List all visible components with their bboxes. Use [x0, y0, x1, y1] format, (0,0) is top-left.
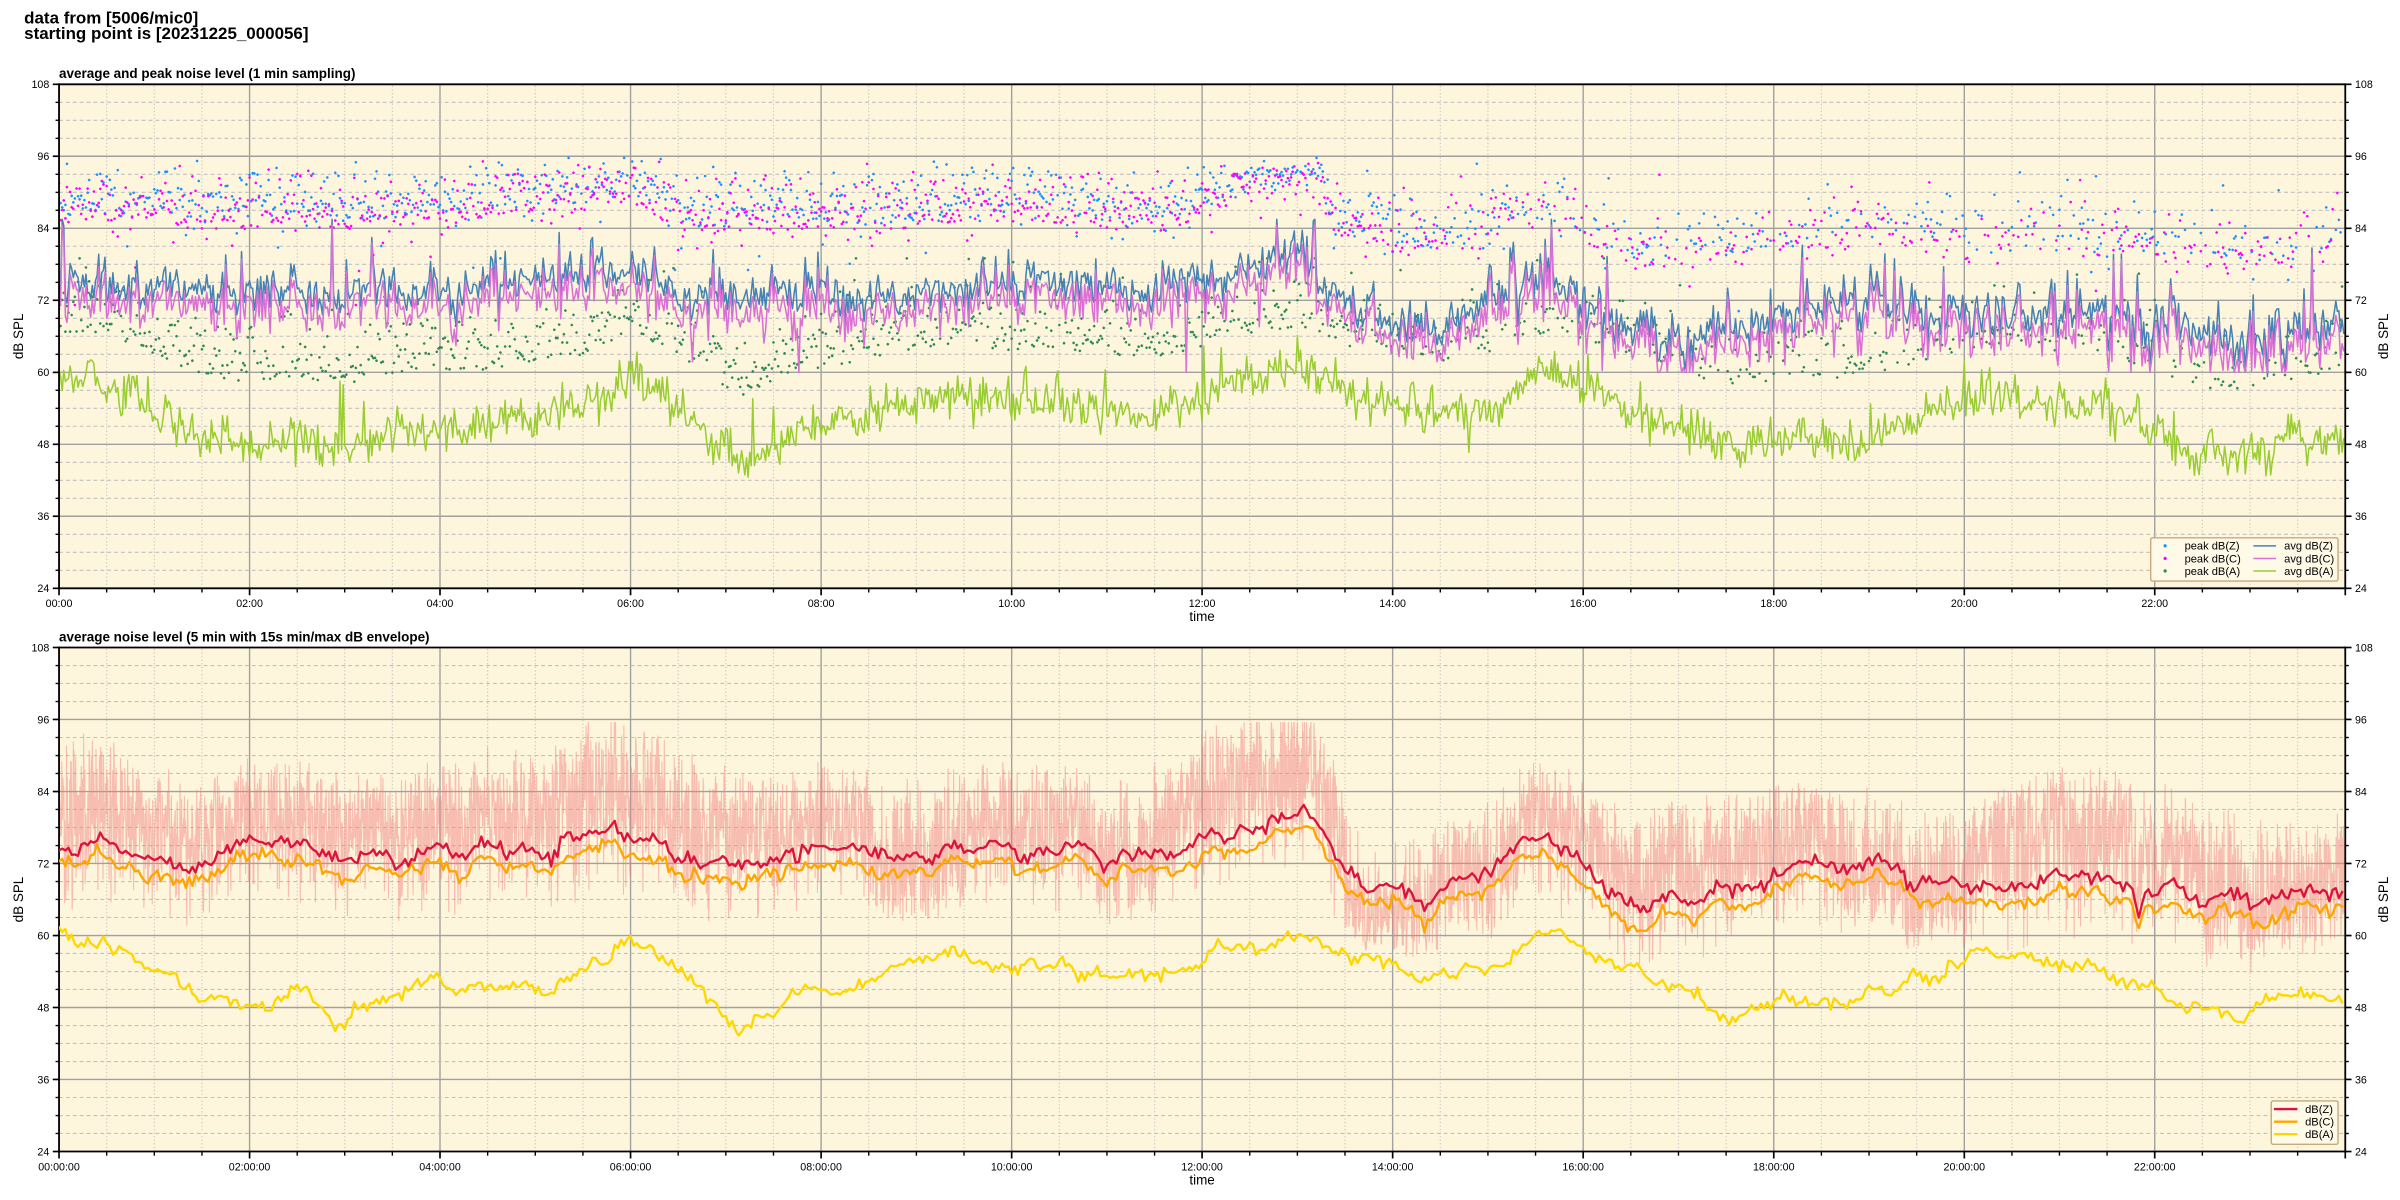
svg-text:02:00: 02:00 — [236, 598, 263, 610]
svg-text:avg dB(C): avg dB(C) — [2284, 553, 2334, 565]
svg-text:36: 36 — [2355, 511, 2367, 523]
svg-text:peak dB(Z): peak dB(Z) — [2185, 541, 2240, 553]
svg-text:14:00: 14:00 — [1379, 598, 1406, 610]
svg-text:36: 36 — [2355, 1074, 2367, 1086]
svg-text:60: 60 — [2355, 930, 2367, 942]
svg-text:08:00: 08:00 — [808, 598, 835, 610]
svg-text:96: 96 — [37, 714, 49, 726]
svg-text:16:00: 16:00 — [1570, 598, 1597, 610]
svg-text:04:00:00: 04:00:00 — [419, 1161, 461, 1173]
svg-text:22:00:00: 22:00:00 — [2134, 1161, 2176, 1173]
svg-text:72: 72 — [37, 295, 49, 307]
svg-text:60: 60 — [37, 367, 49, 379]
svg-text:data from [5006/mic0]: data from [5006/mic0] — [24, 8, 198, 27]
svg-text:avg dB(A): avg dB(A) — [2284, 566, 2334, 578]
svg-text:96: 96 — [2355, 151, 2367, 163]
svg-text:18:00:00: 18:00:00 — [1753, 1161, 1795, 1173]
svg-text:20:00:00: 20:00:00 — [1944, 1161, 1986, 1173]
svg-text:72: 72 — [2355, 858, 2367, 870]
svg-text:16:00:00: 16:00:00 — [1562, 1161, 1604, 1173]
svg-text:72: 72 — [37, 858, 49, 870]
svg-text:12:00: 12:00 — [1189, 598, 1216, 610]
svg-text:48: 48 — [2355, 1002, 2367, 1014]
svg-text:24: 24 — [2355, 1146, 2367, 1158]
svg-text:36: 36 — [37, 1074, 49, 1086]
svg-text:time: time — [1189, 1172, 1214, 1187]
svg-text:06:00: 06:00 — [617, 598, 644, 610]
svg-text:108: 108 — [31, 642, 49, 654]
svg-text:84: 84 — [2355, 786, 2367, 798]
svg-text:02:00:00: 02:00:00 — [229, 1161, 271, 1173]
svg-text:24: 24 — [37, 583, 49, 595]
svg-text:average noise level (5 min wit: average noise level (5 min with 15s min/… — [59, 629, 430, 644]
svg-text:peak dB(A): peak dB(A) — [2185, 566, 2241, 578]
svg-text:10:00:00: 10:00:00 — [991, 1161, 1033, 1173]
svg-text:time: time — [1189, 609, 1214, 624]
svg-text:12:00:00: 12:00:00 — [1181, 1161, 1223, 1173]
svg-text:08:00:00: 08:00:00 — [800, 1161, 842, 1173]
svg-text:peak dB(C): peak dB(C) — [2185, 553, 2241, 565]
svg-text:48: 48 — [37, 439, 49, 451]
svg-text:84: 84 — [37, 786, 49, 798]
svg-text:96: 96 — [2355, 714, 2367, 726]
svg-text:10:00: 10:00 — [998, 598, 1025, 610]
svg-text:48: 48 — [37, 1002, 49, 1014]
svg-text:starting point is [20231225_00: starting point is [20231225_000056] — [24, 24, 308, 43]
svg-text:dB(Z): dB(Z) — [2305, 1104, 2333, 1116]
svg-text:00:00: 00:00 — [46, 598, 73, 610]
svg-text:14:00:00: 14:00:00 — [1372, 1161, 1414, 1173]
svg-text:dB SPL: dB SPL — [2376, 876, 2391, 922]
svg-text:60: 60 — [37, 930, 49, 942]
svg-text:04:00: 04:00 — [427, 598, 454, 610]
svg-text:24: 24 — [37, 1146, 49, 1158]
svg-text:18:00: 18:00 — [1760, 598, 1787, 610]
svg-text:dB(A): dB(A) — [2305, 1129, 2334, 1141]
svg-text:dB SPL: dB SPL — [11, 313, 26, 359]
svg-text:84: 84 — [37, 223, 49, 235]
svg-text:avg dB(Z): avg dB(Z) — [2284, 541, 2333, 553]
svg-text:84: 84 — [2355, 223, 2367, 235]
svg-text:20:00: 20:00 — [1951, 598, 1978, 610]
svg-text:00:00:00: 00:00:00 — [38, 1161, 80, 1173]
svg-text:dB(C): dB(C) — [2305, 1117, 2334, 1129]
svg-text:22:00: 22:00 — [2141, 598, 2168, 610]
svg-text:36: 36 — [37, 511, 49, 523]
svg-text:96: 96 — [37, 151, 49, 163]
svg-text:average and peak noise level (: average and peak noise level (1 min samp… — [59, 66, 355, 81]
svg-text:24: 24 — [2355, 583, 2367, 595]
svg-text:108: 108 — [2355, 642, 2373, 654]
svg-text:108: 108 — [2355, 79, 2373, 91]
svg-text:dB SPL: dB SPL — [2376, 313, 2391, 359]
svg-text:06:00:00: 06:00:00 — [610, 1161, 652, 1173]
svg-text:48: 48 — [2355, 439, 2367, 451]
svg-text:dB SPL: dB SPL — [11, 876, 26, 922]
svg-text:108: 108 — [31, 79, 49, 91]
svg-text:72: 72 — [2355, 295, 2367, 307]
svg-text:60: 60 — [2355, 367, 2367, 379]
